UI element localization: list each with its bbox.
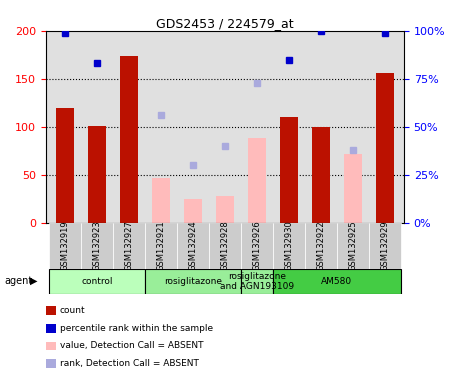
Bar xyxy=(120,56,138,223)
Title: GDS2453 / 224579_at: GDS2453 / 224579_at xyxy=(156,17,294,30)
Bar xyxy=(113,223,145,269)
Bar xyxy=(216,196,234,223)
Text: GSM132925: GSM132925 xyxy=(348,220,357,271)
Text: GSM132921: GSM132921 xyxy=(157,220,166,271)
Bar xyxy=(49,269,145,294)
Bar xyxy=(273,269,401,294)
Bar xyxy=(369,223,401,269)
Text: GSM132929: GSM132929 xyxy=(380,220,389,271)
Text: count: count xyxy=(60,306,85,315)
Bar xyxy=(344,154,362,223)
Bar xyxy=(49,223,81,269)
Bar xyxy=(337,223,369,269)
Text: GSM132930: GSM132930 xyxy=(284,220,293,271)
Bar xyxy=(88,126,106,223)
Bar xyxy=(81,223,113,269)
Text: rank, Detection Call = ABSENT: rank, Detection Call = ABSENT xyxy=(60,359,199,368)
Text: GSM132923: GSM132923 xyxy=(93,220,101,271)
Bar xyxy=(145,269,241,294)
Text: AM580: AM580 xyxy=(321,277,353,286)
Bar xyxy=(280,117,297,223)
Text: GSM132927: GSM132927 xyxy=(124,220,134,271)
Bar xyxy=(241,223,273,269)
Text: GSM132924: GSM132924 xyxy=(189,220,197,271)
Bar xyxy=(152,178,170,223)
Bar xyxy=(312,127,330,223)
Text: agent: agent xyxy=(5,276,33,286)
Bar xyxy=(209,223,241,269)
Text: GSM132922: GSM132922 xyxy=(316,220,325,271)
Bar xyxy=(248,138,266,223)
Bar xyxy=(376,73,393,223)
Text: control: control xyxy=(81,277,113,286)
Text: rosiglitazone
and AGN193109: rosiglitazone and AGN193109 xyxy=(220,271,294,291)
Text: GSM132928: GSM132928 xyxy=(220,220,230,271)
Text: value, Detection Call = ABSENT: value, Detection Call = ABSENT xyxy=(60,341,203,351)
Bar xyxy=(177,223,209,269)
Bar xyxy=(273,223,305,269)
Text: GSM132926: GSM132926 xyxy=(252,220,261,271)
Bar xyxy=(305,223,337,269)
Text: GSM132919: GSM132919 xyxy=(61,220,70,271)
Text: ▶: ▶ xyxy=(30,276,37,286)
Text: rosiglitazone: rosiglitazone xyxy=(164,277,222,286)
Bar xyxy=(145,223,177,269)
Bar xyxy=(56,108,74,223)
Text: percentile rank within the sample: percentile rank within the sample xyxy=(60,324,213,333)
Bar xyxy=(184,199,202,223)
Bar xyxy=(241,269,273,294)
